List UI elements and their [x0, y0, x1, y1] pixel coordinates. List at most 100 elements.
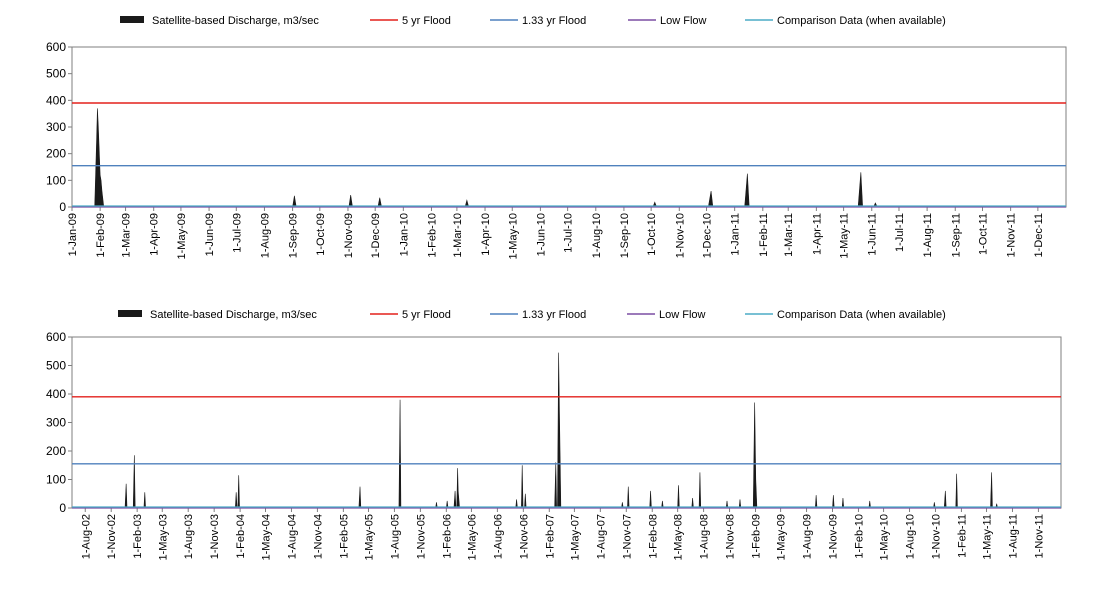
legend-label-lowflow: Low Flow: [659, 309, 706, 321]
x-tick-label: 1-Mar-10: [452, 213, 464, 258]
x-tick-label: 1-May-09: [776, 514, 788, 560]
x-tick-label: 1-Oct-11: [977, 213, 989, 255]
legend-label-comparison: Comparison Data (when available): [777, 15, 946, 27]
x-tick-label: 1-Mar-11: [783, 213, 795, 257]
x-tick-label: 1-May-10: [879, 514, 891, 560]
x-tick-label: 1-Oct-10: [646, 213, 658, 256]
legend-swatch-discharge: [118, 310, 142, 317]
discharge-area: [554, 462, 557, 509]
x-tick-label: 1-May-07: [569, 514, 581, 560]
x-tick-label: 1-Jul-11: [894, 213, 906, 252]
discharge-area: [649, 490, 652, 509]
x-tick-label: 1-Feb-03: [132, 514, 144, 559]
discharge-area: [557, 352, 562, 509]
x-tick-label: 1-Aug-11: [1007, 514, 1019, 558]
x-tick-label: 1-May-05: [363, 514, 375, 560]
y-tick-label: 300: [46, 120, 66, 134]
plot-area: [71, 46, 1067, 208]
x-tick-label: 1-Jun-09: [204, 213, 216, 256]
x-tick-label: 1-May-06: [466, 514, 478, 560]
x-tick-label: 1-Nov-07: [621, 514, 633, 559]
x-tick-label: 1-Nov-09: [828, 514, 840, 559]
x-tick-label: 1-Aug-08: [699, 514, 711, 559]
chart-panel-2: Satellite-based Discharge, m3/sec 5 yr Fl…: [46, 309, 1062, 560]
y-tick-label: 200: [46, 147, 66, 161]
x-tick-label: 1-Feb-09: [750, 514, 762, 559]
x-tick-label: 1-Apr-10: [480, 213, 492, 256]
x-tick-label: 1-Feb-11: [956, 514, 968, 558]
x-tick-label: 1-Nov-11: [1033, 514, 1045, 558]
y-tick-label: 500: [46, 67, 66, 81]
x-tick-label: 1-Jun-11: [867, 213, 879, 256]
discharge-area: [677, 485, 680, 509]
x-tick-label: 1-Feb-05: [338, 514, 350, 559]
x-tick-label: 1-Sep-10: [619, 213, 631, 258]
x-tick-label: 1-Jul-10: [563, 213, 575, 253]
x-tick-label: 1-May-08: [673, 514, 685, 560]
x-tick-label: 1-Feb-10: [853, 514, 865, 559]
legend-label-flood133: 1.33 yr Flood: [522, 309, 586, 321]
x-tick-label: 1-Nov-10: [930, 514, 942, 559]
x-tick-label: 1-May-11: [982, 514, 994, 560]
x-tick-label: 1-Aug-09: [802, 514, 814, 559]
y-tick-label: 600: [46, 40, 66, 54]
discharge-area: [124, 483, 128, 509]
discharge-area: [358, 486, 362, 509]
x-tick-label: 1-Feb-08: [647, 514, 659, 559]
x-tick-label: 1-Dec-09: [370, 213, 382, 258]
legend-label-comparison: Comparison Data (when available): [777, 309, 946, 321]
x-tick-label: 1-Nov-02: [106, 514, 118, 559]
y-tick-label: 0: [59, 501, 66, 515]
discharge-area: [707, 190, 714, 208]
legend-label-flood133: 1.33 yr Flood: [522, 15, 586, 27]
y-tick-label: 600: [46, 330, 66, 344]
x-tick-label: 1-Sep-11: [950, 213, 962, 257]
discharge-area: [814, 495, 818, 509]
x-tick-label: 1-Oct-09: [315, 213, 327, 256]
x-tick-label: 1-Aug-10: [591, 213, 603, 258]
legend-label-lowflow: Low Flow: [660, 15, 707, 27]
x-tick-label: 1-Apr-09: [149, 213, 161, 256]
x-tick-label: 1-Feb-09: [95, 213, 107, 258]
x-tick-label: 1-May-10: [507, 213, 519, 259]
x-tick-label: 1-Nov-04: [312, 514, 324, 559]
y-tick-label: 100: [46, 173, 66, 187]
x-tick-label: 1-Jun-10: [535, 213, 547, 256]
x-tick-label: 1-Aug-06: [492, 514, 504, 559]
discharge-area: [235, 492, 238, 509]
legend-swatch-discharge: [120, 16, 144, 23]
x-tick-label: 1-Aug-03: [183, 514, 195, 559]
x-tick-label: 1-Jul-09: [231, 213, 243, 253]
x-tick-label: 1-Mar-09: [121, 213, 133, 258]
x-tick-label: 1-Feb-04: [235, 514, 247, 559]
chart-panel-1: Satellite-based Discharge, m3/sec 5 yr Fl…: [46, 15, 1067, 259]
x-tick-label: 1-Jan-10: [398, 213, 410, 256]
y-tick-label: 500: [46, 359, 66, 373]
legend-label-discharge: Satellite-based Discharge, m3/sec: [150, 309, 317, 321]
y-tick-label: 0: [59, 200, 66, 214]
x-tick-label: 1-Nov-11: [1006, 213, 1018, 257]
x-tick-label: 1-Feb-11: [758, 213, 770, 257]
x-tick-label: 1-Nov-09: [343, 213, 355, 258]
x-tick-label: 1-May-03: [157, 514, 169, 560]
discharge-area: [348, 194, 353, 208]
legend-label-flood5: 5 yr Flood: [402, 15, 451, 27]
y-tick-label: 300: [46, 416, 66, 430]
x-tick-label: 1-Dec-10: [702, 213, 714, 258]
x-tick-label: 1-May-09: [176, 213, 188, 259]
discharge-area: [143, 492, 146, 509]
x-tick-label: 1-Feb-10: [426, 213, 438, 258]
x-tick-label: 1-Aug-02: [80, 514, 92, 559]
x-tick-label: 1-Jan-09: [67, 213, 79, 256]
x-tick-label: 1-Nov-03: [209, 514, 221, 559]
x-tick-label: 1-Feb-07: [544, 514, 556, 559]
x-tick-label: 1-Dec-11: [1033, 213, 1045, 257]
discharge-area: [955, 473, 958, 509]
discharge-area: [943, 490, 947, 509]
discharge-area: [698, 472, 702, 509]
discharge-area: [456, 468, 460, 509]
discharge-area: [990, 472, 993, 509]
x-tick-label: 1-Feb-06: [441, 514, 453, 559]
